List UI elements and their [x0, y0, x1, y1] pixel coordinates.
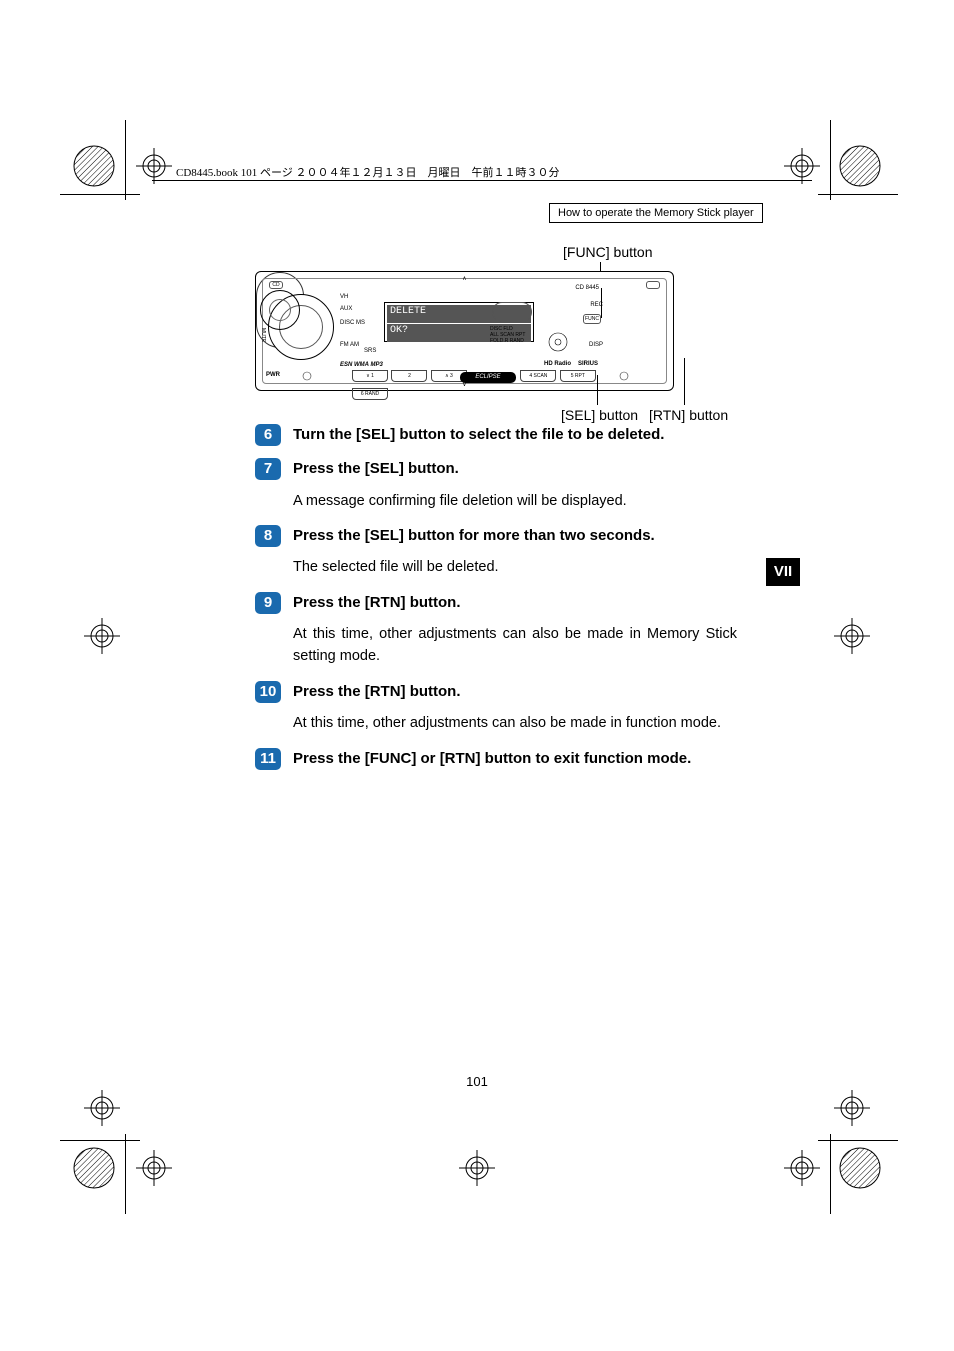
small-dot [302, 371, 312, 381]
reg-bottom-l [136, 1150, 172, 1186]
reg-bottom-c [459, 1150, 495, 1186]
reg-top-r [784, 148, 820, 184]
reg-bl [84, 1090, 120, 1126]
step-11: 11 Press the [FUNC] or [RTN] button to e… [255, 749, 737, 769]
step-number: 8 [255, 525, 281, 547]
step-description: At this time, other adjustments can also… [293, 623, 737, 668]
document-header: CD8445.book 101 ページ ２００４年１２月１３日 月曜日 午前１１… [176, 164, 560, 180]
vh-label: VH [340, 294, 348, 300]
crop-line [60, 1140, 140, 1141]
esn-label: ESN WMA MP3 [340, 362, 383, 368]
step-9: 9 Press the [RTN] button. At this time, … [255, 593, 737, 668]
step-6: 6 Turn the [SEL] button to select the fi… [255, 425, 737, 445]
preset-4: 4 SCAN [520, 370, 556, 382]
step-8: 8 Press the [SEL] button for more than t… [255, 526, 737, 579]
reg-bottom-r [784, 1150, 820, 1186]
leader-func-to-btn [601, 288, 602, 318]
reg-br [834, 1090, 870, 1126]
crop-line [830, 1134, 831, 1214]
step-description: The selected file will be deleted. [293, 556, 737, 578]
aux-label: AUX [340, 306, 352, 312]
crop-line [818, 1140, 898, 1141]
corner-mark-tr [838, 144, 882, 188]
crop-line [125, 1134, 126, 1214]
reg-top [136, 148, 172, 184]
preset-2: 2 [391, 370, 427, 382]
manual-page: CD8445.book 101 ページ ２００４年１２月１３日 月曜日 午前１１… [0, 0, 954, 1351]
step-number: 6 [255, 424, 281, 446]
corner-mark-br [838, 1146, 882, 1190]
chapter-tab: VII [766, 558, 800, 586]
preset-5: 5 RPT [560, 370, 596, 382]
leader-sel [597, 375, 598, 405]
pwr-label: PWR [266, 372, 280, 378]
step-number: 11 [255, 748, 281, 770]
step-description: A message confirming file deletion will … [293, 490, 737, 512]
brand-badge: ECLIPSE [460, 372, 516, 383]
fm-label: FM AM [340, 342, 359, 348]
crop-line [818, 194, 898, 195]
step-10: 10 Press the [RTN] button. At this time,… [255, 682, 737, 735]
srs-label: SRS [364, 348, 376, 354]
leader-rtn [684, 358, 685, 405]
step-7: 7 Press the [SEL] button. A message conf… [255, 459, 737, 512]
preset-6: 6 RAND [352, 388, 388, 400]
eject-button [646, 281, 660, 289]
crop-line [125, 120, 126, 200]
step-number: 9 [255, 592, 281, 614]
step-list: 6 Turn the [SEL] button to select the fi… [255, 425, 737, 783]
preset-1: ∨ 1 [352, 370, 388, 382]
section-header-box: How to operate the Memory Stick player [549, 203, 763, 223]
crop-line [830, 120, 831, 200]
hd-label: HD Radio [544, 361, 571, 367]
callout-sel: [SEL] button [561, 407, 638, 423]
center-oval [492, 302, 532, 322]
step-title: Press the [RTN] button. [293, 682, 737, 702]
cd-slot: CD [269, 281, 283, 289]
step-number: 10 [255, 681, 281, 703]
mute-label: MUTE [260, 328, 266, 342]
corner-mark-tl [72, 144, 116, 188]
center-label: DISC FLD ALL SCAN RPT FOLD.R RAND [490, 326, 525, 344]
step-title: Press the [SEL] button. [293, 459, 737, 479]
crop-line [60, 194, 140, 195]
step-title: Press the [FUNC] or [RTN] button to exit… [293, 749, 737, 769]
step-title: Press the [RTN] button. [293, 593, 737, 613]
corner-mark-bl [72, 1146, 116, 1190]
reg-right [834, 618, 870, 654]
callout-func: [FUNC] button [563, 244, 652, 260]
sirius-label: SIRIUS [578, 361, 598, 367]
reg-left [84, 618, 120, 654]
step-number: 7 [255, 458, 281, 480]
device-illustration: ∧ ∨ DELETE OK? CD CD 8445 VH AUX DISC MS… [255, 271, 674, 391]
step-description: At this time, other adjustments can also… [293, 712, 737, 734]
model-label: CD 8445 [575, 285, 599, 291]
disc-label: DISC MS [340, 320, 365, 326]
callout-rtn: [RTN] button [649, 407, 728, 423]
step-title: Turn the [SEL] button to select the file… [293, 425, 737, 445]
func-button: FUNC [583, 314, 601, 324]
header-rule [152, 180, 812, 181]
step-title: Press the [SEL] button for more than two… [293, 526, 737, 546]
disp-label: DISP [589, 342, 603, 348]
disc-icon [548, 332, 568, 352]
page-number: 101 [0, 1074, 954, 1089]
small-dot [619, 371, 629, 381]
